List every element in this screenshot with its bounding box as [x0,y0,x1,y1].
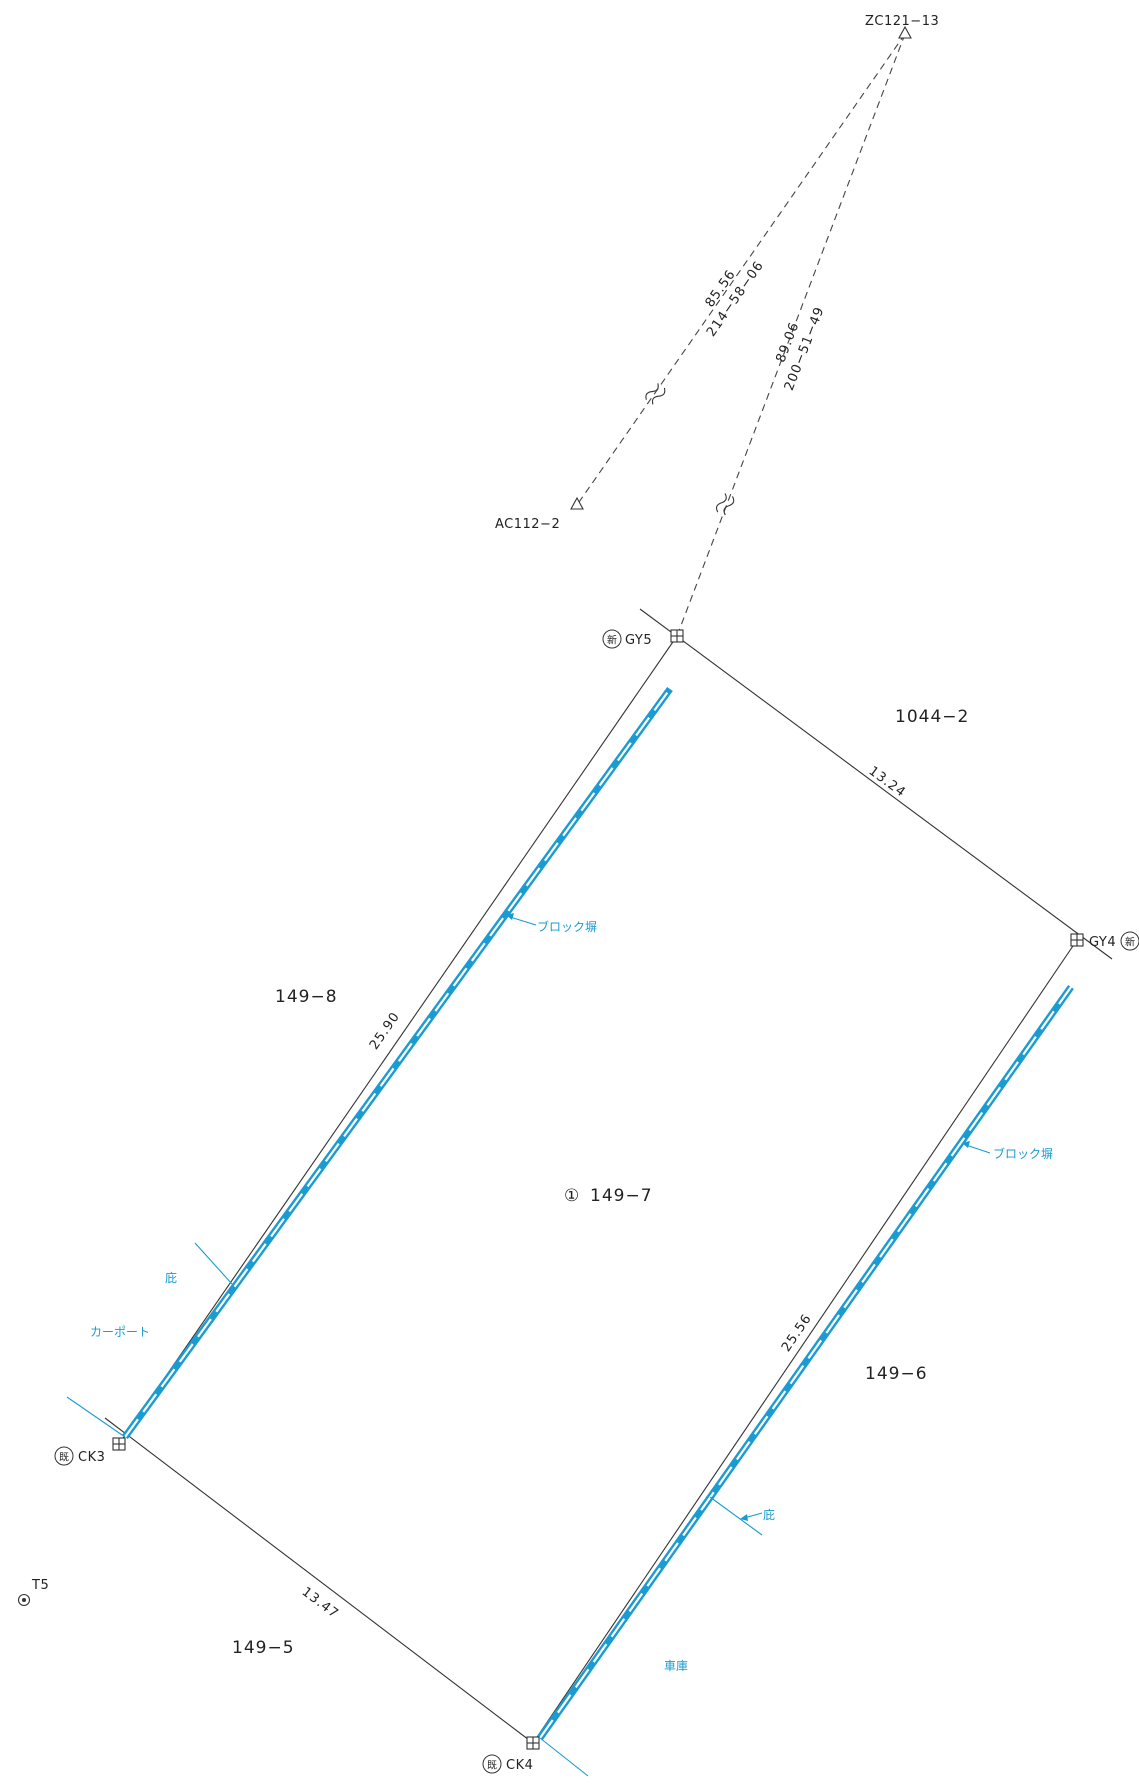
side-north-east-length: 13.24 [866,764,909,801]
side-south-west-length: 13.47 [299,1584,342,1621]
label-gy4: GY4 [1089,935,1116,950]
boundary-south-east [532,939,1078,1744]
svg-text:既: 既 [487,1760,497,1772]
break-mark-1 [645,383,666,405]
note-eaves-east: 庇 [763,1507,775,1522]
marker-gy4-icon [1070,933,1084,947]
carport-line [66,1396,126,1438]
garage-line [539,1737,589,1777]
control-point-t5-icon [17,1593,31,1607]
label-zc121-13: ZC121−13 [865,14,939,29]
svg-text:新: 新 [1125,936,1135,949]
block-wall-west [122,686,673,1440]
control-point-zc121-13-icon [898,25,912,39]
label-t5: T5 [31,1578,49,1593]
traverse-leg2-label: 89.06 200−51−49 [773,305,827,393]
side-south-east-length: 25.56 [779,1311,815,1354]
boundary-north-west [118,635,678,1445]
leader-arrow-eaves-icon [740,1514,748,1521]
label-ac112-2: AC112−2 [495,517,560,532]
marker-ck3-icon [112,1437,126,1451]
gy5-status-badge: 新 [602,629,622,649]
leader-arrow-east-icon [962,1141,970,1148]
parcel-west: 149−8 [275,987,338,1007]
leader-arrow-west-icon [506,913,514,920]
break-mark-2 [715,493,735,516]
note-block-wall-west: ブロック塀 [537,919,597,934]
traverse-line-ac112 [576,33,906,506]
label-gy5: GY5 [625,633,652,648]
eaves-line-east [709,1496,763,1536]
svg-text:新: 新 [607,634,617,647]
ck4-status-badge: 既 [482,1754,502,1774]
side-north-west-length: 25.90 [367,1009,403,1052]
boundary-south-west [104,1417,534,1744]
marker-gy5-icon [670,629,684,643]
parcel-east: 149−6 [865,1364,928,1384]
note-block-wall-east: ブロック塀 [993,1146,1053,1161]
traverse-leg1-label: 85.56 214−58−06 [703,258,768,339]
gy4-status-badge: 新 [1120,931,1139,951]
control-point-ac112-2-icon [570,496,584,510]
parcel-subject-number: ① [564,1186,580,1206]
label-ck4: CK4 [506,1758,533,1773]
marker-ck4-icon [526,1736,540,1750]
parcel-south: 149−5 [232,1638,295,1658]
note-garage: 車庫 [664,1659,688,1673]
eaves-line-west [194,1242,233,1285]
block-wall-east [537,984,1074,1741]
label-ck3: CK3 [78,1450,105,1465]
parcel-north: 1044−2 [895,707,969,727]
svg-text:既: 既 [59,1452,69,1464]
ck3-status-badge: 既 [54,1446,74,1466]
boundary-north-east [639,608,1113,960]
note-eaves-west: 庇 [165,1270,177,1285]
note-carport: カーポート [90,1325,150,1339]
leader-block-wall-east [965,1144,991,1154]
leader-block-wall-west [509,916,537,926]
parcel-subject: 149−7 [590,1186,653,1206]
